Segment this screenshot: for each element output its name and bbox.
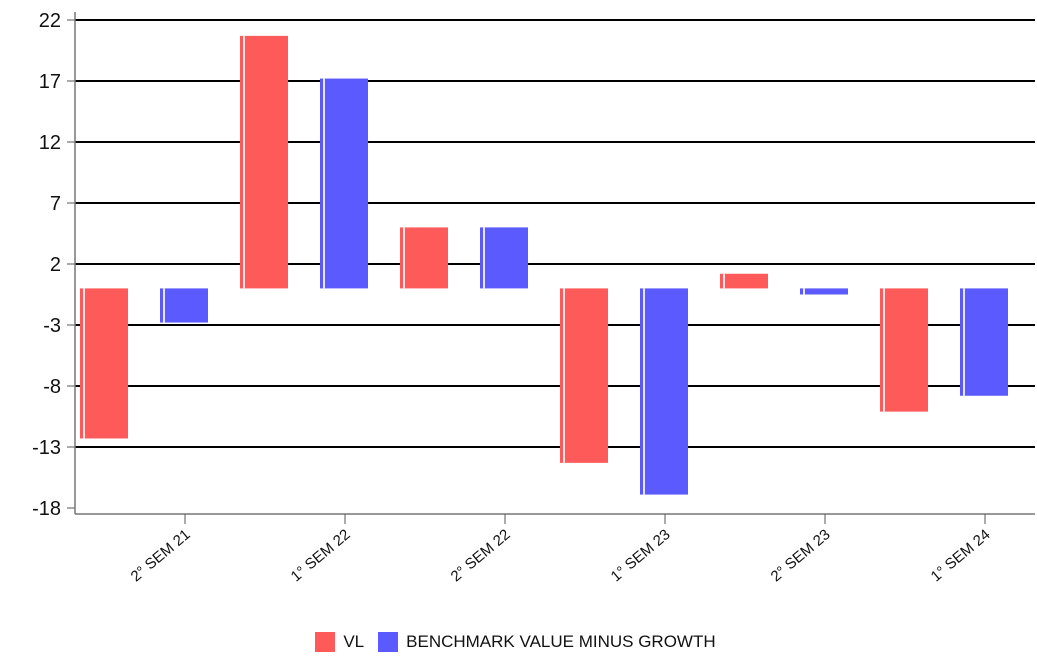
x-tick-labels: 2° SEM 21 1° SEM 22 2° SEM 22 1° SEM 23 2° S… [128,526,994,585]
y-tick-label: -18 [32,498,61,520]
bar-highlight [643,288,645,495]
axes [74,12,1035,524]
bar-highlight [163,288,165,323]
x-tick-label: 2° SEM 22 [448,526,514,585]
bar-vl [560,288,608,463]
bar-highlight [83,288,85,439]
y-tick-label: -3 [43,315,61,337]
bar-highlight [323,78,325,289]
legend-label-benchmark: BENCHMARK VALUE MINUS GROWTH [406,632,716,651]
bar-highlight [963,288,965,396]
gridlines [67,19,1035,509]
x-tick-label: 2° SEM 23 [768,526,834,585]
bar-highlight [723,273,725,289]
legend-item-benchmark: BENCHMARK VALUE MINUS GROWTH [378,632,716,652]
legend-swatch-vl [315,632,336,652]
bar-highlight [243,35,245,289]
bar-highlight [483,227,485,289]
y-tick-label: 2 [50,254,61,276]
bar-vl [80,288,128,439]
bars [80,35,1008,495]
bar-benchmark [640,288,688,495]
bar-benchmark [960,288,1008,396]
bar-highlight [403,227,405,289]
bar-benchmark [160,288,208,323]
x-tick-label: 2° SEM 21 [128,526,194,585]
bar-highlight [563,288,565,463]
x-tick-label: 1° SEM 22 [288,526,354,585]
y-tick-labels: 22 17 12 7 2 -3 -8 -13 -18 [32,10,61,520]
legend-swatch-benchmark [378,632,399,652]
bar-vl [400,227,448,289]
x-tick-label: 1° SEM 23 [608,526,674,585]
y-tick-label: 12 [39,132,61,154]
y-tick-label: 7 [50,193,61,215]
x-tick-label: 1° SEM 24 [928,526,994,585]
bar-benchmark [480,227,528,289]
legend: VL BENCHMARK VALUE MINUS GROWTH [0,632,1037,652]
bar-benchmark [800,288,848,295]
y-tick-label: 22 [39,10,61,32]
bar-highlight [883,288,885,412]
bar-vl [880,288,928,412]
legend-label-vl: VL [343,632,365,651]
y-tick-label: -13 [32,437,61,459]
bar-vl [720,273,768,289]
y-tick-label: -8 [43,376,61,398]
bar-benchmark [320,78,368,289]
bar-highlight [803,288,805,295]
y-tick-label: 17 [39,71,61,93]
legend-item-vl: VL [315,632,364,652]
bar-vl [240,35,288,289]
